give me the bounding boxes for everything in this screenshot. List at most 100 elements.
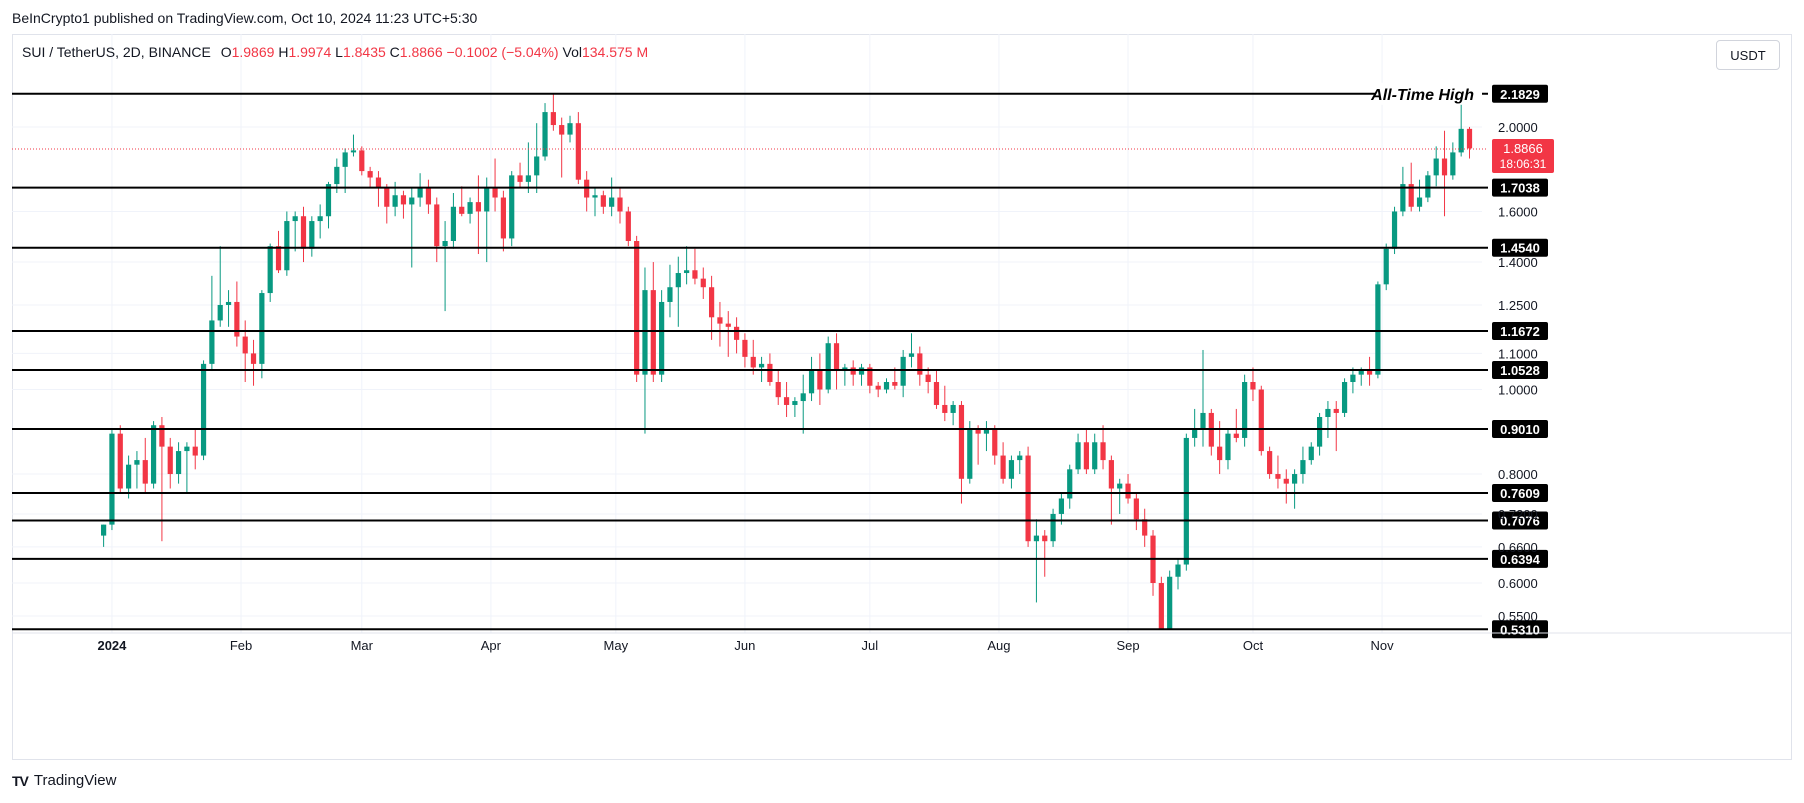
open-value: 1.9869 [231,44,275,60]
candle-body [192,446,198,456]
candle-body [334,166,340,185]
x-tick-label: Oct [1243,638,1264,653]
candle [209,275,215,372]
level-price-tag [1492,321,1548,340]
candle-body [500,197,506,239]
y-tick-label: 1.6000 [1498,204,1538,219]
candle-body [259,293,265,364]
candle [842,363,848,386]
candle-body [733,326,740,340]
candle [1158,576,1164,630]
candle [300,206,307,263]
candle-body [1033,535,1040,542]
candle [1125,474,1131,504]
candle [467,197,473,224]
symbol-label[interactable]: SUI / TetherUS, 2D, BINANCE [22,44,211,60]
candle-body [1133,498,1139,520]
candle-body [126,464,132,489]
candle [525,142,531,193]
level-price-label: 1.7038 [1500,181,1540,196]
level-price-tag [1492,419,1548,438]
y-tick-label: 0.6600 [1498,540,1538,555]
candle [1400,166,1406,217]
candle-body [450,206,457,242]
candle-body [175,451,182,475]
x-tick-label: Jun [734,638,755,653]
candle-body [1450,152,1456,176]
candle [925,367,931,394]
candle [425,179,432,214]
candle [242,320,248,383]
all-time-high-annotation: All-Time High [1370,87,1474,104]
candle [933,371,940,409]
candle-body [109,433,115,525]
candle [1225,429,1231,470]
candle [442,221,448,312]
level-price-tag [1492,511,1548,530]
candle-body [1167,576,1173,630]
candle-body [525,175,531,182]
candle [1017,451,1023,475]
candle-body [1142,519,1148,536]
candle [684,246,690,285]
candle [200,360,207,461]
candle-body [867,367,873,386]
candle-body [442,241,448,247]
candle-body [858,367,865,375]
candle [1391,206,1398,255]
candle-body [1017,455,1023,461]
candle [800,374,806,434]
candle [217,246,223,327]
candle [517,162,523,189]
candle-body [1067,469,1073,499]
candle-body [1050,513,1056,542]
candle [267,243,273,302]
candle [867,363,873,394]
high-value: 1.9974 [288,44,332,60]
candle [1325,401,1331,438]
candle-body [875,385,881,390]
candle [1208,408,1214,456]
candle [1258,385,1264,456]
candle [1292,469,1298,509]
candle-body [908,353,915,357]
candle [134,451,140,489]
tradingview-brand[interactable]: TV TradingView [12,772,116,789]
candle [883,378,890,394]
candle-body [225,301,232,305]
candle-body [567,123,573,135]
y-tick-label: 1.2500 [1498,298,1538,313]
candle [1283,469,1289,504]
candle-body [342,152,348,167]
candle-body [467,202,473,214]
candle [858,363,865,386]
candle-body [1125,483,1131,499]
candle [259,290,265,379]
candle [1466,126,1473,159]
candle [675,256,681,327]
candle [109,429,115,531]
candle-body [101,524,107,536]
candle-body [292,216,298,222]
candle-body [1158,583,1164,630]
candle [1008,455,1015,489]
candle-body [700,278,706,288]
candle-body [1042,535,1048,542]
candle-body [775,382,781,398]
candle [900,349,906,398]
candlestick-chart[interactable]: 2.1829 All-Time High 1.7038 1.4540 1.1672 1.0… [0,0,1804,760]
candle-body [367,171,373,178]
level-price-tag [1492,178,1548,197]
candle-body [1441,158,1448,176]
candles [101,94,1473,630]
candle [700,267,706,299]
candle-body [1425,175,1431,198]
candle-body [1375,284,1381,375]
candle [292,211,298,252]
candle [1175,558,1181,590]
candle-body [709,287,715,318]
currency-button[interactable]: USDT [1716,40,1780,70]
candle-body [575,123,581,180]
candle [409,188,415,268]
candle [1100,425,1106,470]
